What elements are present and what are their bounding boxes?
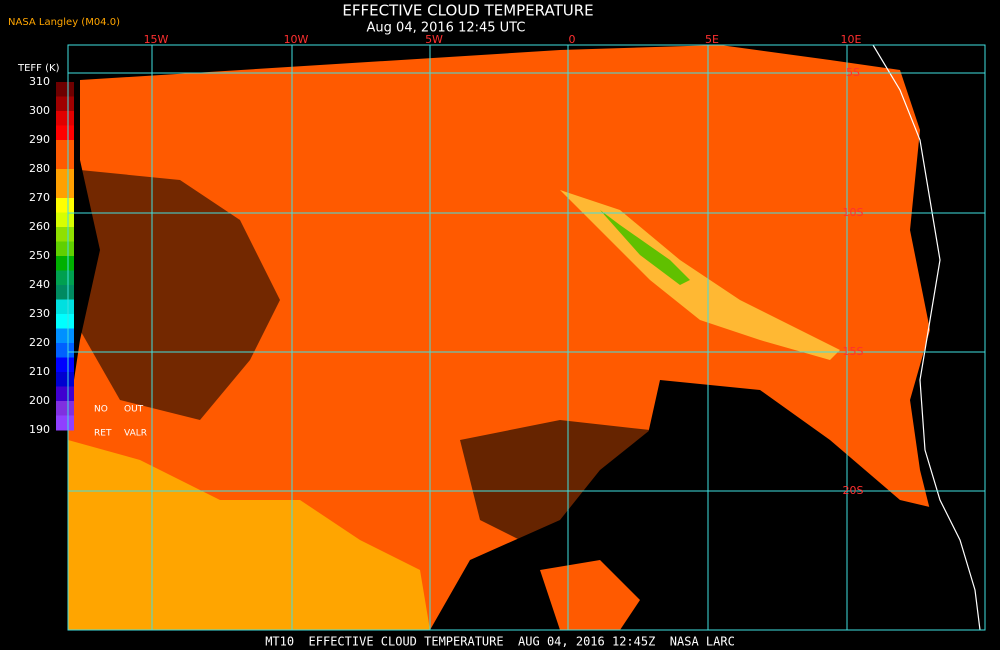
- colorbar-bin: [56, 328, 74, 344]
- colorbar-bin: [56, 357, 74, 373]
- colorbar-tick-label: 310: [29, 75, 50, 88]
- colorbar-bin: [56, 415, 74, 431]
- colorbar-tick-label: 190: [29, 423, 50, 436]
- cloud-area-warm: [68, 440, 430, 630]
- colorbar-tick-label: 300: [29, 104, 50, 117]
- colorbar-bin: [56, 386, 74, 402]
- source: NASA Langley (M04.0): [8, 17, 120, 28]
- colorbar-bin: [56, 96, 74, 112]
- latitude-label: 5S: [846, 66, 860, 79]
- cloud-field: [68, 45, 985, 630]
- colorbar-bin: [56, 140, 74, 155]
- colorbar-bin: [56, 241, 74, 257]
- colorbar-bin: [56, 82, 74, 97]
- clear-area: [600, 380, 985, 630]
- cloud-area: [540, 560, 640, 630]
- colorbar-tick-label: 260: [29, 220, 50, 233]
- colorbar-bin: [56, 212, 74, 228]
- colorbar-tick-label: 270: [29, 191, 50, 204]
- colorbar-bin: [56, 299, 74, 315]
- colorbar-bin: [56, 270, 74, 286]
- latitude-label: 15S: [843, 345, 864, 358]
- note: NO: [94, 405, 108, 415]
- colorbar-tick-label: 200: [29, 394, 50, 407]
- colorbar-bin: [56, 343, 74, 358]
- title: EFFECTIVE CLOUD TEMPERATURE: [342, 2, 593, 20]
- colorbar-title: TEFF (K): [17, 63, 60, 74]
- note: RET: [94, 429, 112, 439]
- longitude-label: 5W: [425, 33, 443, 46]
- cloud-area: [68, 45, 930, 630]
- map-frame: [67, 44, 986, 631]
- longitude-label: 15W: [144, 33, 169, 46]
- colorbar-tick-label: 240: [29, 278, 50, 291]
- colorbar-bin: [56, 372, 74, 387]
- colorbar-bin: [56, 227, 74, 242]
- colorbar-bin: [56, 125, 74, 141]
- colorbar-bin: [56, 183, 74, 199]
- note: OUT: [124, 405, 144, 415]
- clear-area: [460, 420, 650, 560]
- colorbar-bin: [56, 154, 74, 170]
- longitude-label: 10W: [284, 33, 309, 46]
- colorbar-bin: [56, 314, 74, 329]
- colorbar-bin: [56, 169, 74, 184]
- longitude-label: 10E: [841, 33, 862, 46]
- note: VALR: [124, 429, 147, 439]
- coastline: [872, 45, 981, 630]
- colorbar-bin: [56, 198, 74, 213]
- colorbar-tick-label: 220: [29, 336, 50, 349]
- colorbar-tick-label: 230: [29, 307, 50, 320]
- longitude-label: 5E: [705, 33, 719, 46]
- latitude-label: 20S: [843, 484, 864, 497]
- colorbar-tick-label: 250: [29, 249, 50, 262]
- cloud-streak-cold: [600, 210, 690, 285]
- colorbar-bin: [56, 256, 74, 271]
- colorbar-tick-label: 280: [29, 162, 50, 175]
- clear-area: [80, 170, 280, 420]
- footer: MT10 EFFECTIVE CLOUD TEMPERATURE AUG 04,…: [265, 635, 735, 649]
- colorbar-tick-label: 210: [29, 365, 50, 378]
- colorbar-bin: [56, 285, 74, 300]
- latitude-label: 10S: [843, 206, 864, 219]
- colorbar-bin: [56, 401, 74, 416]
- subtitle: Aug 04, 2016 12:45 UTC: [367, 21, 526, 36]
- colorbar-tick-label: 290: [29, 133, 50, 146]
- longitude-label: 0: [569, 33, 576, 46]
- colorbar-bin: [56, 111, 74, 126]
